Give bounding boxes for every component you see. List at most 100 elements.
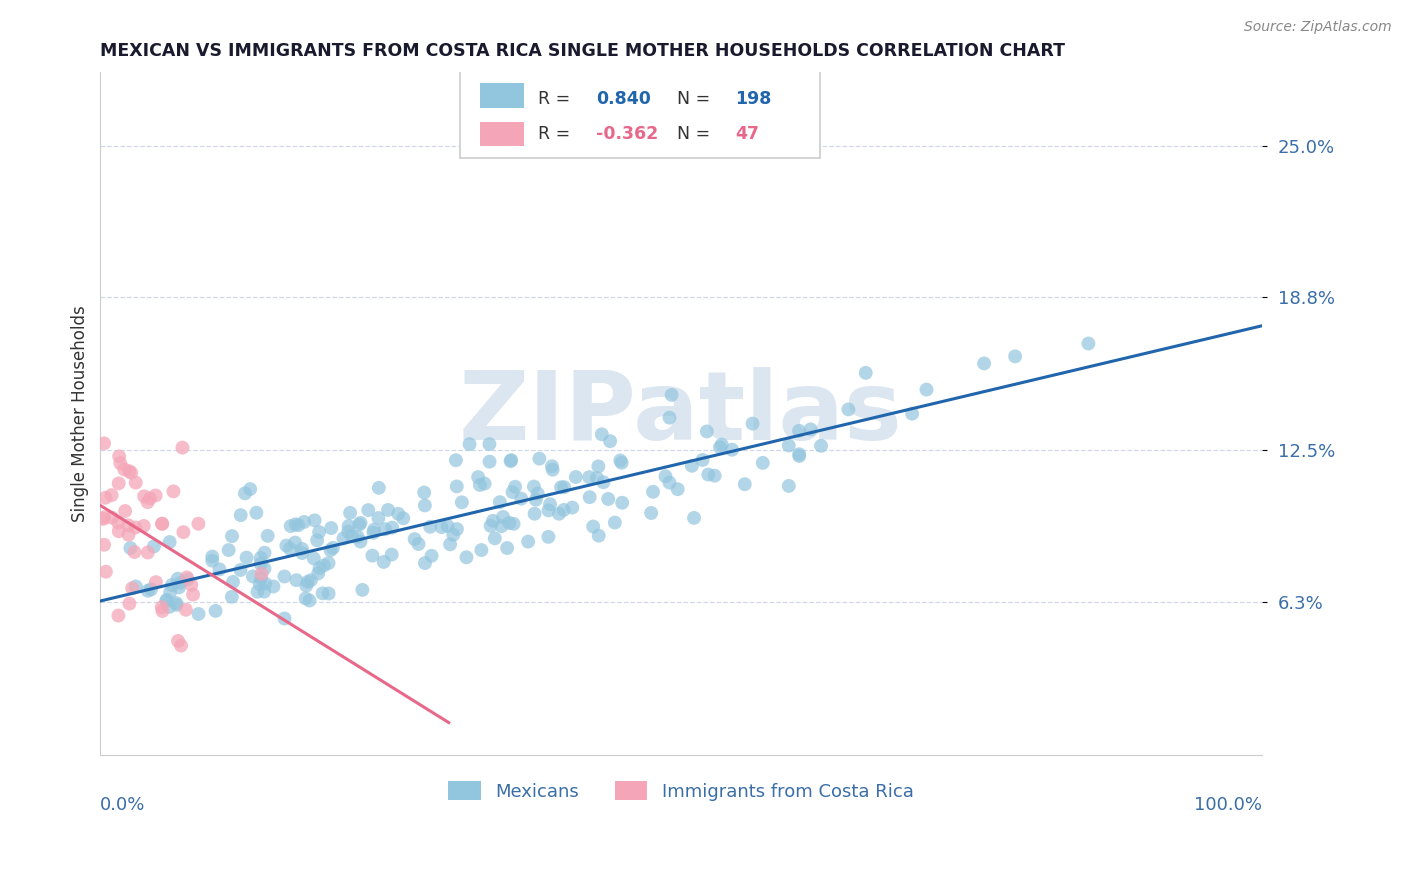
Text: 0.840: 0.840 — [596, 90, 651, 108]
Point — [361, 549, 384, 563]
Point — [588, 529, 610, 543]
Point — [658, 410, 681, 425]
Point — [800, 422, 823, 436]
Point — [160, 578, 183, 592]
Point — [450, 495, 472, 509]
Point — [204, 604, 226, 618]
Point — [612, 496, 634, 510]
Point — [499, 454, 522, 468]
Point — [291, 546, 314, 560]
Point — [456, 550, 478, 565]
Point — [250, 566, 273, 581]
Point — [973, 356, 995, 370]
Point — [176, 570, 198, 584]
Point — [308, 561, 330, 575]
Point — [114, 504, 136, 518]
Point — [201, 554, 224, 568]
Point — [307, 566, 329, 581]
Point — [273, 569, 295, 583]
Text: MEXICAN VS IMMIGRANTS FROM COSTA RICA SINGLE MOTHER HOUSEHOLDS CORRELATION CHART: MEXICAN VS IMMIGRANTS FROM COSTA RICA SI… — [100, 42, 1066, 60]
Point — [101, 510, 124, 524]
FancyBboxPatch shape — [479, 84, 524, 108]
Point — [529, 451, 551, 466]
Point — [661, 388, 683, 402]
Point — [262, 579, 284, 593]
Point — [374, 522, 396, 536]
Point — [491, 519, 513, 533]
Point — [177, 573, 200, 587]
Point — [734, 477, 756, 491]
Point — [93, 436, 115, 450]
Point — [233, 486, 256, 500]
Point — [298, 593, 321, 607]
Point — [311, 586, 333, 600]
Point — [150, 516, 173, 531]
Point — [692, 453, 714, 467]
Point — [503, 480, 526, 494]
Point — [446, 479, 468, 493]
Legend: Mexicans, Immigrants from Costa Rica: Mexicans, Immigrants from Costa Rica — [441, 773, 921, 808]
Point — [413, 556, 436, 570]
Point — [787, 447, 810, 461]
Point — [93, 510, 115, 524]
Point — [187, 607, 209, 621]
Point — [321, 521, 343, 535]
Point — [295, 578, 318, 592]
Point — [498, 516, 520, 530]
Point — [150, 516, 173, 531]
Point — [304, 513, 326, 527]
Point — [94, 491, 117, 505]
Point — [136, 583, 159, 598]
Point — [548, 507, 571, 521]
Point — [229, 563, 252, 577]
Text: N =: N = — [678, 90, 716, 108]
Point — [166, 572, 188, 586]
Point — [124, 545, 146, 559]
Point — [586, 471, 609, 485]
Point — [120, 466, 142, 480]
Point — [118, 597, 141, 611]
Point — [482, 514, 505, 528]
Point — [124, 520, 146, 534]
Point — [170, 639, 193, 653]
Point — [458, 437, 481, 451]
Point — [145, 575, 167, 590]
Point — [541, 459, 564, 474]
Point — [1004, 350, 1026, 364]
Point — [159, 585, 181, 599]
Point — [387, 507, 409, 521]
Point — [297, 574, 319, 589]
Point — [377, 503, 399, 517]
Point — [1077, 336, 1099, 351]
Point — [110, 456, 132, 470]
Point — [167, 580, 190, 594]
Point — [641, 484, 664, 499]
Point — [254, 576, 277, 591]
Point — [582, 519, 605, 533]
Point — [94, 565, 117, 579]
Point — [340, 529, 363, 543]
Point — [157, 599, 180, 614]
Point — [136, 545, 159, 559]
Point — [142, 540, 165, 554]
Point — [221, 590, 243, 604]
Point — [710, 437, 733, 451]
Point — [420, 549, 443, 563]
Text: N =: N = — [678, 125, 716, 144]
Point — [610, 456, 633, 470]
Point — [541, 463, 564, 477]
Point — [810, 439, 832, 453]
Point — [381, 548, 404, 562]
Point — [349, 534, 371, 549]
Point — [502, 516, 524, 531]
Point — [294, 591, 316, 606]
Point — [367, 511, 389, 525]
Point — [118, 464, 141, 478]
Point — [588, 459, 610, 474]
Point — [285, 573, 308, 587]
Point — [599, 434, 621, 449]
Point — [640, 506, 662, 520]
Point — [901, 407, 924, 421]
Point — [609, 453, 631, 467]
Point — [526, 486, 548, 500]
